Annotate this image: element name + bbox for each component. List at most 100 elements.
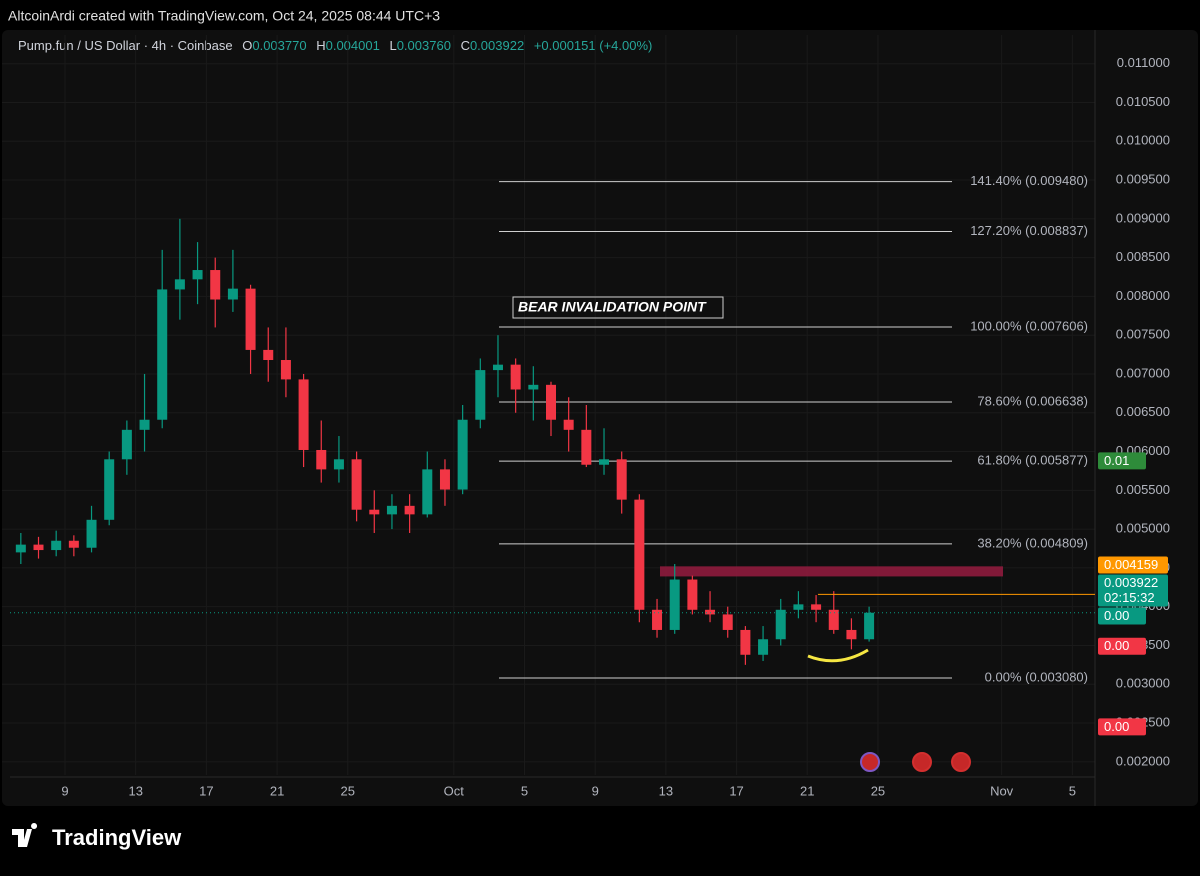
candle-body — [652, 609, 663, 630]
candle-body — [492, 364, 503, 371]
candle-body — [581, 429, 592, 465]
ohlc-value: 0.003760 — [397, 38, 451, 53]
candle-body — [687, 579, 698, 610]
x-tick-label: 21 — [800, 783, 814, 798]
candle-body — [828, 609, 839, 630]
fib-label: 141.40% (0.009480) — [970, 173, 1088, 188]
x-tick-label: 25 — [341, 783, 355, 798]
candle-body — [811, 604, 822, 610]
y-tick-label: 0.011000 — [1117, 55, 1170, 70]
candle-body — [192, 270, 203, 280]
candle-body — [634, 499, 645, 610]
x-tick-label: Nov — [990, 783, 1014, 798]
ohlc-value: 0.004001 — [326, 38, 380, 53]
candle-body — [139, 419, 150, 430]
y-tick-label: 0.006500 — [1116, 404, 1170, 419]
symbol: Pump.fun / US Dollar · 4h · Coinbase — [18, 38, 233, 53]
logo: TradingView — [12, 823, 182, 850]
logo-icon — [12, 823, 38, 847]
candle-body — [793, 604, 804, 610]
candle-body — [846, 629, 857, 640]
candle-body — [333, 459, 344, 470]
y-tick-label: 0.010000 — [1116, 133, 1170, 148]
credit: AltcoinArdi created with TradingView.com… — [8, 8, 440, 24]
candle-body — [616, 459, 627, 500]
plot: 0.0020000.0025000.0030000.0035000.004000… — [2, 30, 1170, 806]
price-badge — [1098, 718, 1146, 736]
y-tick-label: 0.008000 — [1116, 288, 1170, 303]
candle-body — [86, 519, 97, 548]
price-badge-label: 0.00 — [1104, 638, 1129, 653]
candle-body — [705, 609, 716, 615]
candle-body — [157, 289, 168, 420]
event-icons — [860, 752, 971, 772]
price-badge — [1098, 452, 1146, 470]
price-badge — [1098, 637, 1146, 655]
candle-body — [528, 384, 539, 390]
candle-body — [475, 370, 486, 420]
event-icon — [951, 752, 971, 772]
ohlc-value: 0.003770 — [252, 38, 306, 53]
y-tick-label: 0.007000 — [1116, 365, 1170, 380]
annotation-box — [512, 296, 724, 319]
candle-body — [457, 419, 468, 490]
candle-body — [864, 612, 875, 640]
candle-body — [546, 384, 556, 420]
x-tick-label: 5 — [1069, 783, 1076, 798]
candle-body — [369, 509, 380, 515]
y-tick-label: 0.009000 — [1116, 210, 1170, 225]
x-tick-label: 17 — [199, 783, 213, 798]
x-tick-label: 9 — [592, 783, 599, 798]
y-tick-label: 0.010500 — [1116, 94, 1170, 109]
x-tick-label: 5 — [521, 783, 528, 798]
price-badge-label: 0.00 — [1104, 608, 1129, 623]
y-tick-label: 0.002000 — [1116, 753, 1170, 768]
candle-body — [51, 540, 62, 551]
candle-body — [599, 459, 610, 465]
y-tick-label: 0.003000 — [1116, 676, 1170, 691]
y-tick-label: 0.005000 — [1116, 521, 1170, 536]
x-tick-label: 21 — [270, 783, 284, 798]
x-tick-label: 13 — [128, 783, 142, 798]
price-badge-label: 0.00 — [1104, 719, 1129, 734]
x-tick-label: 17 — [729, 783, 743, 798]
annotation: BEAR INVALIDATION POINT — [518, 299, 707, 315]
price-badge-sub: 02:15:32 — [1104, 590, 1155, 605]
candle-body — [758, 639, 769, 655]
fib-label: 38.20% (0.004809) — [977, 535, 1088, 550]
x-tick-label: 13 — [659, 783, 673, 798]
candle-body — [439, 469, 450, 490]
fib-label: 100.00% (0.007606) — [970, 318, 1088, 333]
logo-text: TradingView — [52, 825, 182, 850]
candle-body — [68, 540, 79, 548]
candle-body — [263, 349, 274, 361]
fib-label: 0.00% (0.003080) — [985, 669, 1088, 684]
price-badge-label: 0.003922 — [1104, 575, 1158, 590]
event-icon — [860, 752, 880, 772]
ohlc-value: 0.003922 — [470, 38, 524, 53]
y-tick-label: 0.007500 — [1116, 327, 1170, 342]
ohlc-key: H — [316, 38, 325, 53]
candle-body — [316, 449, 327, 470]
candle-body — [422, 469, 433, 515]
y-tick-label: 0.005500 — [1116, 482, 1170, 497]
price-badge-label: 0.004159 — [1104, 557, 1158, 572]
chart-panel — [2, 30, 1198, 806]
candle-body — [245, 288, 256, 350]
ohlc-key: L — [389, 38, 396, 53]
candle-body — [121, 429, 132, 460]
candle-body — [404, 505, 415, 515]
candle-body — [210, 270, 221, 300]
y-tick-label: 0.009500 — [1116, 171, 1170, 186]
candle-body — [386, 505, 397, 515]
candle-body — [15, 544, 26, 553]
smile-curve — [807, 648, 869, 663]
candle-body — [740, 629, 751, 655]
fib-label: 61.80% (0.005877) — [977, 453, 1088, 468]
candle-body — [722, 614, 733, 630]
candle-body — [510, 364, 521, 390]
fib-label: 127.20% (0.008837) — [970, 223, 1088, 238]
candle-body — [563, 419, 574, 430]
